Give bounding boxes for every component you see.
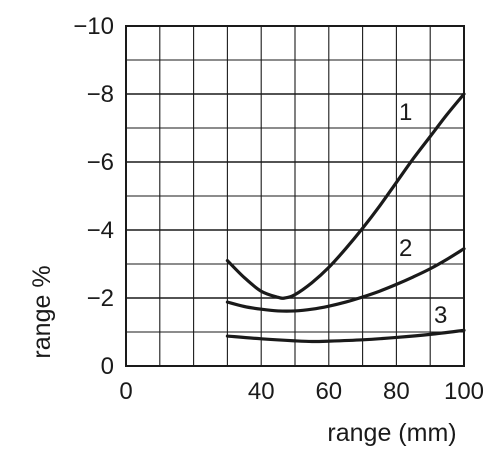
series-2-line bbox=[225, 247, 466, 313]
y-tick-label: −2 bbox=[87, 285, 114, 312]
series-3-label: 3 bbox=[434, 302, 447, 329]
y-tick-label: −10 bbox=[73, 13, 114, 40]
series-3-line bbox=[225, 328, 466, 344]
series-1-label: 1 bbox=[399, 99, 412, 126]
y-tick-label: −8 bbox=[87, 81, 114, 108]
series-1-line bbox=[225, 92, 466, 300]
series-2-label: 2 bbox=[399, 235, 412, 262]
x-tick-label: 100 bbox=[444, 378, 484, 405]
x-tick-label: 80 bbox=[383, 378, 410, 405]
x-tick-label: 40 bbox=[248, 378, 275, 405]
x-tick-label: 60 bbox=[315, 378, 342, 405]
series-labels: 1 2 3 bbox=[399, 99, 447, 329]
x-axis-title: range (mm) bbox=[327, 419, 456, 447]
tick-labels: 0 40 60 80 100 0 −2 −4 −6 −8 −10 bbox=[73, 13, 484, 405]
y-tick-label: 0 bbox=[101, 353, 114, 380]
y-tick-label: −4 bbox=[87, 217, 114, 244]
plot-frame bbox=[125, 25, 465, 367]
y-tick-label: −6 bbox=[87, 149, 114, 176]
series-lines bbox=[225, 92, 466, 344]
y-axis-title: range % bbox=[28, 265, 56, 358]
grid bbox=[125, 25, 465, 367]
x-tick-label: 0 bbox=[119, 378, 132, 405]
